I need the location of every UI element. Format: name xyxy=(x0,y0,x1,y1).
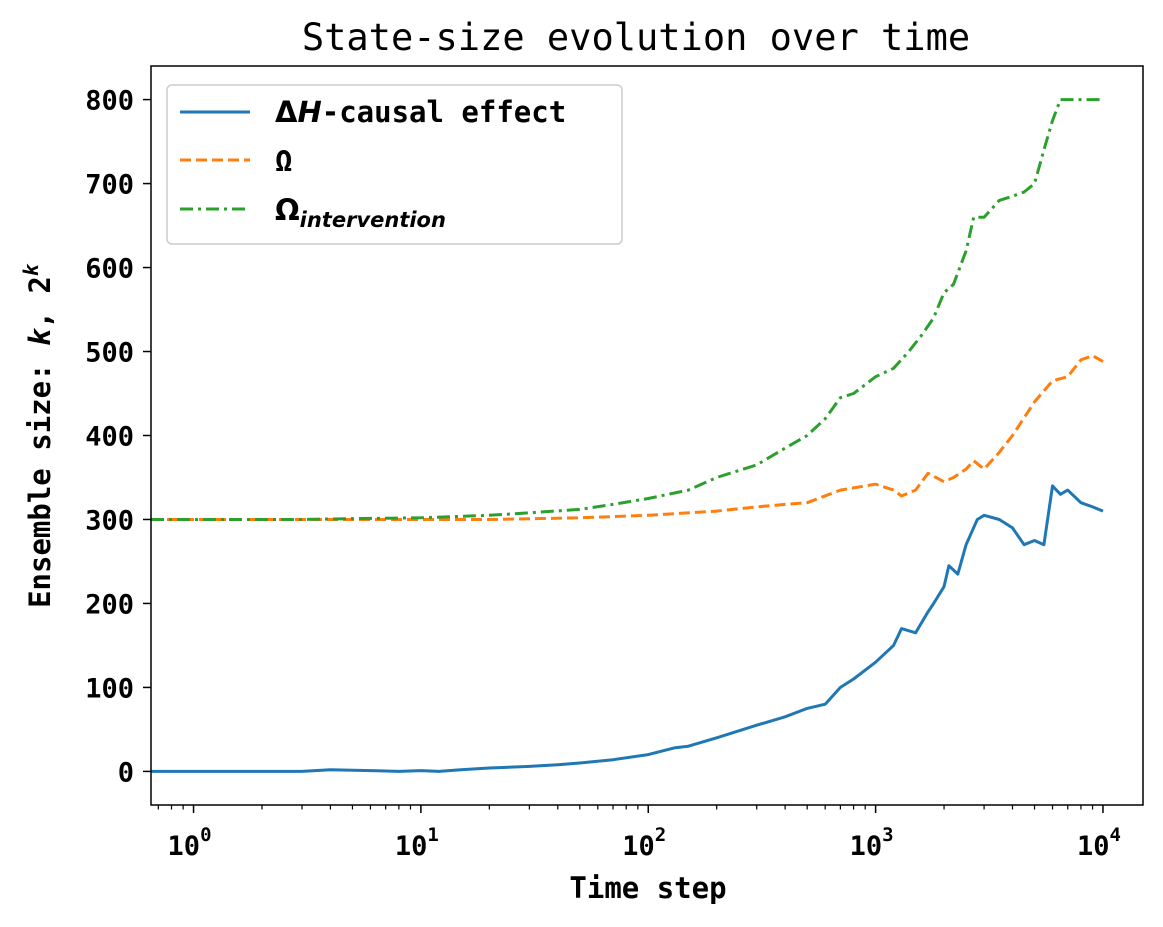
chart-title: State-size evolution over time xyxy=(302,16,970,59)
x-tick-label-1: 101 xyxy=(395,824,439,862)
series-line-1 xyxy=(151,354,1104,521)
legend-label-omega-intervention-sub: intervention xyxy=(300,208,446,232)
x-tick-label-exp-0: 0 xyxy=(200,824,211,846)
y-tick-label-3: 300 xyxy=(85,505,134,536)
x-tick-label-base-1: 10 xyxy=(395,831,428,862)
y-tick-label-2: 200 xyxy=(85,589,134,620)
x-tick-label-3: 103 xyxy=(850,824,894,862)
y-axis: 0 100 200 300 400 500 600 700 800 xyxy=(85,86,151,788)
x-tick-label-exp-1: 1 xyxy=(427,824,438,846)
x-tick-label-0: 100 xyxy=(168,824,212,862)
legend-label-delta-h-var: H xyxy=(297,95,321,129)
y-tick-label-1: 100 xyxy=(85,673,134,704)
x-axis-label: Time step xyxy=(569,871,726,905)
series-line-0 xyxy=(151,484,1104,773)
y-tick-label-6: 600 xyxy=(85,254,134,285)
legend-label-delta-h: ΔH-causal effect xyxy=(275,95,566,129)
x-tick-label-4: 104 xyxy=(1077,824,1121,862)
legend-label-omega-intervention: Ωintervention xyxy=(275,193,446,232)
y-tick-label-0: 0 xyxy=(118,757,134,788)
x-tick-label-exp-4: 4 xyxy=(1109,824,1120,846)
x-tick-label-base-2: 10 xyxy=(622,831,655,862)
x-tick-label-base-3: 10 xyxy=(850,831,883,862)
legend-label-omega-intervention-main: Ω xyxy=(275,193,300,227)
y-tick-label-4: 400 xyxy=(85,422,134,453)
legend-label-delta-h-rest: -causal effect xyxy=(322,95,566,129)
plot-series xyxy=(151,98,1104,773)
series-line-2 xyxy=(151,98,1103,521)
y-axis-label-prefix: Ensemble size: xyxy=(23,346,57,608)
x-tick-label-base-0: 10 xyxy=(168,831,201,862)
x-tick-label-2: 102 xyxy=(622,824,666,862)
y-axis-label-sep: , 2 xyxy=(23,276,57,328)
y-tick-label-5: 500 xyxy=(85,338,134,369)
y-axis-label-k: k xyxy=(23,327,57,346)
y-axis-label-sup: k xyxy=(19,263,43,276)
x-tick-label-base-4: 10 xyxy=(1077,831,1110,862)
y-axis-label: Ensemble size: k, 2k xyxy=(19,263,57,608)
x-tick-label-exp-2: 2 xyxy=(655,824,666,846)
legend: ΔH-causal effect Ω Ωintervention xyxy=(166,84,623,245)
y-tick-label-8: 800 xyxy=(85,86,134,117)
y-tick-label-7: 700 xyxy=(85,170,134,201)
x-axis: 100 101 102 103 104 xyxy=(157,805,1121,862)
legend-box xyxy=(166,84,623,245)
x-tick-label-exp-3: 3 xyxy=(882,824,893,846)
legend-label-delta-h-symbol: Δ xyxy=(275,95,298,129)
legend-label-omega: Ω xyxy=(275,144,292,178)
